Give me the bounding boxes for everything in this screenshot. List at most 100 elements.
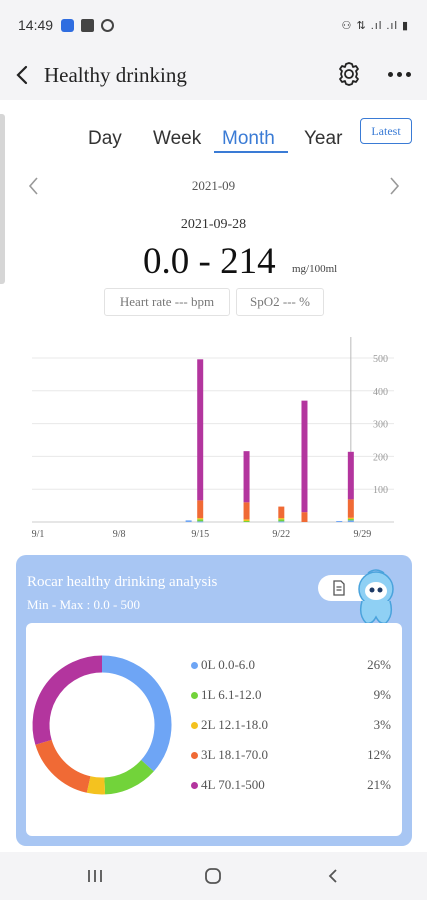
period-label: 2021-09: [191, 178, 236, 193]
legend-label: 4L 70.1-500: [201, 777, 265, 792]
home-icon: [205, 868, 221, 884]
recent-apps-icon: [88, 870, 102, 882]
y-tick-label: 300: [373, 420, 388, 431]
period-navigator: 2021-09: [0, 174, 427, 198]
bar-segment-4L: [301, 400, 308, 513]
value-unit: mg/100ml: [292, 263, 338, 275]
y-tick-label: 500: [373, 354, 388, 365]
more-dot: [405, 71, 411, 77]
active-tab-indicator: [214, 151, 288, 153]
selected-date: 2021-09-28: [180, 217, 247, 232]
legend-item-4l: 4L 70.1-500 21%: [191, 777, 391, 795]
y-tick-label: 100: [373, 485, 388, 496]
bar-segment-0L: [347, 520, 354, 522]
legend-dot: [191, 752, 198, 759]
system-nav-bar: [0, 852, 427, 900]
bar-segment-3L: [278, 506, 285, 519]
scroll-indicator[interactable]: [0, 114, 5, 284]
monthly-bar-chart[interactable]: 100 200 300 400 500 9/1 9/8 9/15 9/22 9/29: [0, 335, 427, 545]
legend-item-3l: 3L 18.1-70.0 12%: [191, 747, 391, 765]
donut-slice-4: [32, 655, 103, 745]
donut-slice-3: [35, 739, 91, 793]
tab-year[interactable]: Year: [304, 128, 343, 149]
system-back-button[interactable]: [318, 864, 348, 888]
bar-segment-4L: [243, 451, 250, 503]
previous-period-button[interactable]: [24, 174, 44, 198]
analysis-title: Rocar healthy drinking analysis: [27, 574, 218, 590]
bar-segment-2L: [278, 518, 285, 520]
bar-segment-3L: [347, 499, 354, 518]
app-bar: Healthy drinking: [0, 50, 427, 100]
tab-month[interactable]: Month: [222, 128, 275, 149]
level-donut-chart: [32, 655, 172, 795]
bar-segment-2L: [243, 519, 250, 522]
back-chevron-icon: [328, 869, 337, 883]
back-button[interactable]: [2, 55, 42, 95]
period-tabs: Day Week Month Year: [0, 124, 427, 156]
bar-segment-3L: [197, 500, 204, 519]
bar-segment-1L: [278, 519, 285, 522]
x-tick-label: 9/8: [113, 529, 126, 540]
tab-week[interactable]: Week: [153, 128, 202, 149]
more-dot: [396, 71, 402, 77]
bar-segment-0L: [336, 521, 343, 523]
legend-item-1l: 1L 6.1-12.0 9%: [191, 687, 391, 705]
legend-item-0l: 0L 0.0-6.0 26%: [191, 657, 391, 675]
analysis-min-max: Min - Max : 0.0 - 500: [27, 597, 141, 612]
home-button[interactable]: [198, 864, 228, 888]
tab-day[interactable]: Day: [88, 128, 122, 149]
donut-slice-0: [101, 655, 172, 772]
next-period-button[interactable]: [384, 174, 404, 198]
gear-icon: [339, 62, 359, 86]
legend-percent: 21%: [367, 777, 391, 792]
bar-segment-2L: [347, 517, 354, 520]
legend-dot: [191, 782, 198, 789]
settings-button[interactable]: [333, 58, 365, 90]
analysis-card: Rocar healthy drinking analysis Min - Ma…: [16, 555, 412, 846]
bar-segment-2L: [197, 518, 204, 520]
legend-item-2l: 2L 12.1-18.0 3%: [191, 717, 391, 735]
legend-label: 3L 18.1-70.0: [201, 747, 269, 762]
bar-segment-4L: [347, 451, 354, 500]
legend-percent: 3%: [373, 717, 391, 732]
x-tick-label: 9/1: [32, 529, 45, 540]
status-time: 14:49: [18, 17, 54, 33]
legend-label: 0L 0.0-6.0: [201, 657, 256, 672]
donut-slice-2: [86, 776, 106, 795]
chevron-left-icon: [28, 177, 38, 195]
bar-segment-1L: [347, 519, 354, 521]
chevron-right-icon: [390, 177, 400, 195]
y-tick-label: 200: [373, 452, 388, 463]
recent-apps-button[interactable]: [80, 864, 110, 888]
x-tick-label: 9/22: [272, 529, 290, 540]
x-tick-label: 9/29: [354, 529, 372, 540]
bar-segment-1L: [197, 519, 204, 522]
legend-dot: [191, 722, 198, 729]
legend-percent: 9%: [373, 687, 391, 702]
message-icon: [81, 18, 95, 32]
bar-segment-1L: [243, 521, 250, 523]
blocked-icon: [101, 18, 115, 32]
value-range: 0.0 - 214: [143, 241, 276, 282]
legend-percent: 12%: [367, 747, 391, 762]
legend-dot: [191, 662, 198, 669]
y-tick-label: 400: [373, 387, 388, 398]
heart-rate-badge: Heart rate --- bpm: [104, 288, 230, 316]
legend-dot: [191, 692, 198, 699]
bar-segment-0L: [185, 520, 192, 522]
bar-segment-0L: [278, 521, 285, 523]
bar-segment-3L: [243, 502, 250, 520]
bar-segment-0L: [197, 521, 204, 523]
status-bar: 14:49 ⚇ ⇅ .ıl .ıl ▮: [0, 0, 427, 50]
mascot-icon: [358, 569, 394, 625]
legend-label: 1L 6.1-12.0: [201, 687, 262, 702]
x-tick-label: 9/15: [191, 529, 209, 540]
more-options-button[interactable]: [383, 58, 415, 90]
bar-segment-3L: [301, 512, 308, 522]
bar-segment-4L: [197, 359, 204, 501]
page-title: Healthy drinking: [44, 62, 187, 87]
document-icon: [333, 580, 345, 596]
system-status-icons: ⚇ ⇅ .ıl .ıl ▮: [341, 19, 409, 32]
latest-button[interactable]: Latest: [360, 118, 412, 144]
back-arrow-icon: [16, 65, 28, 85]
